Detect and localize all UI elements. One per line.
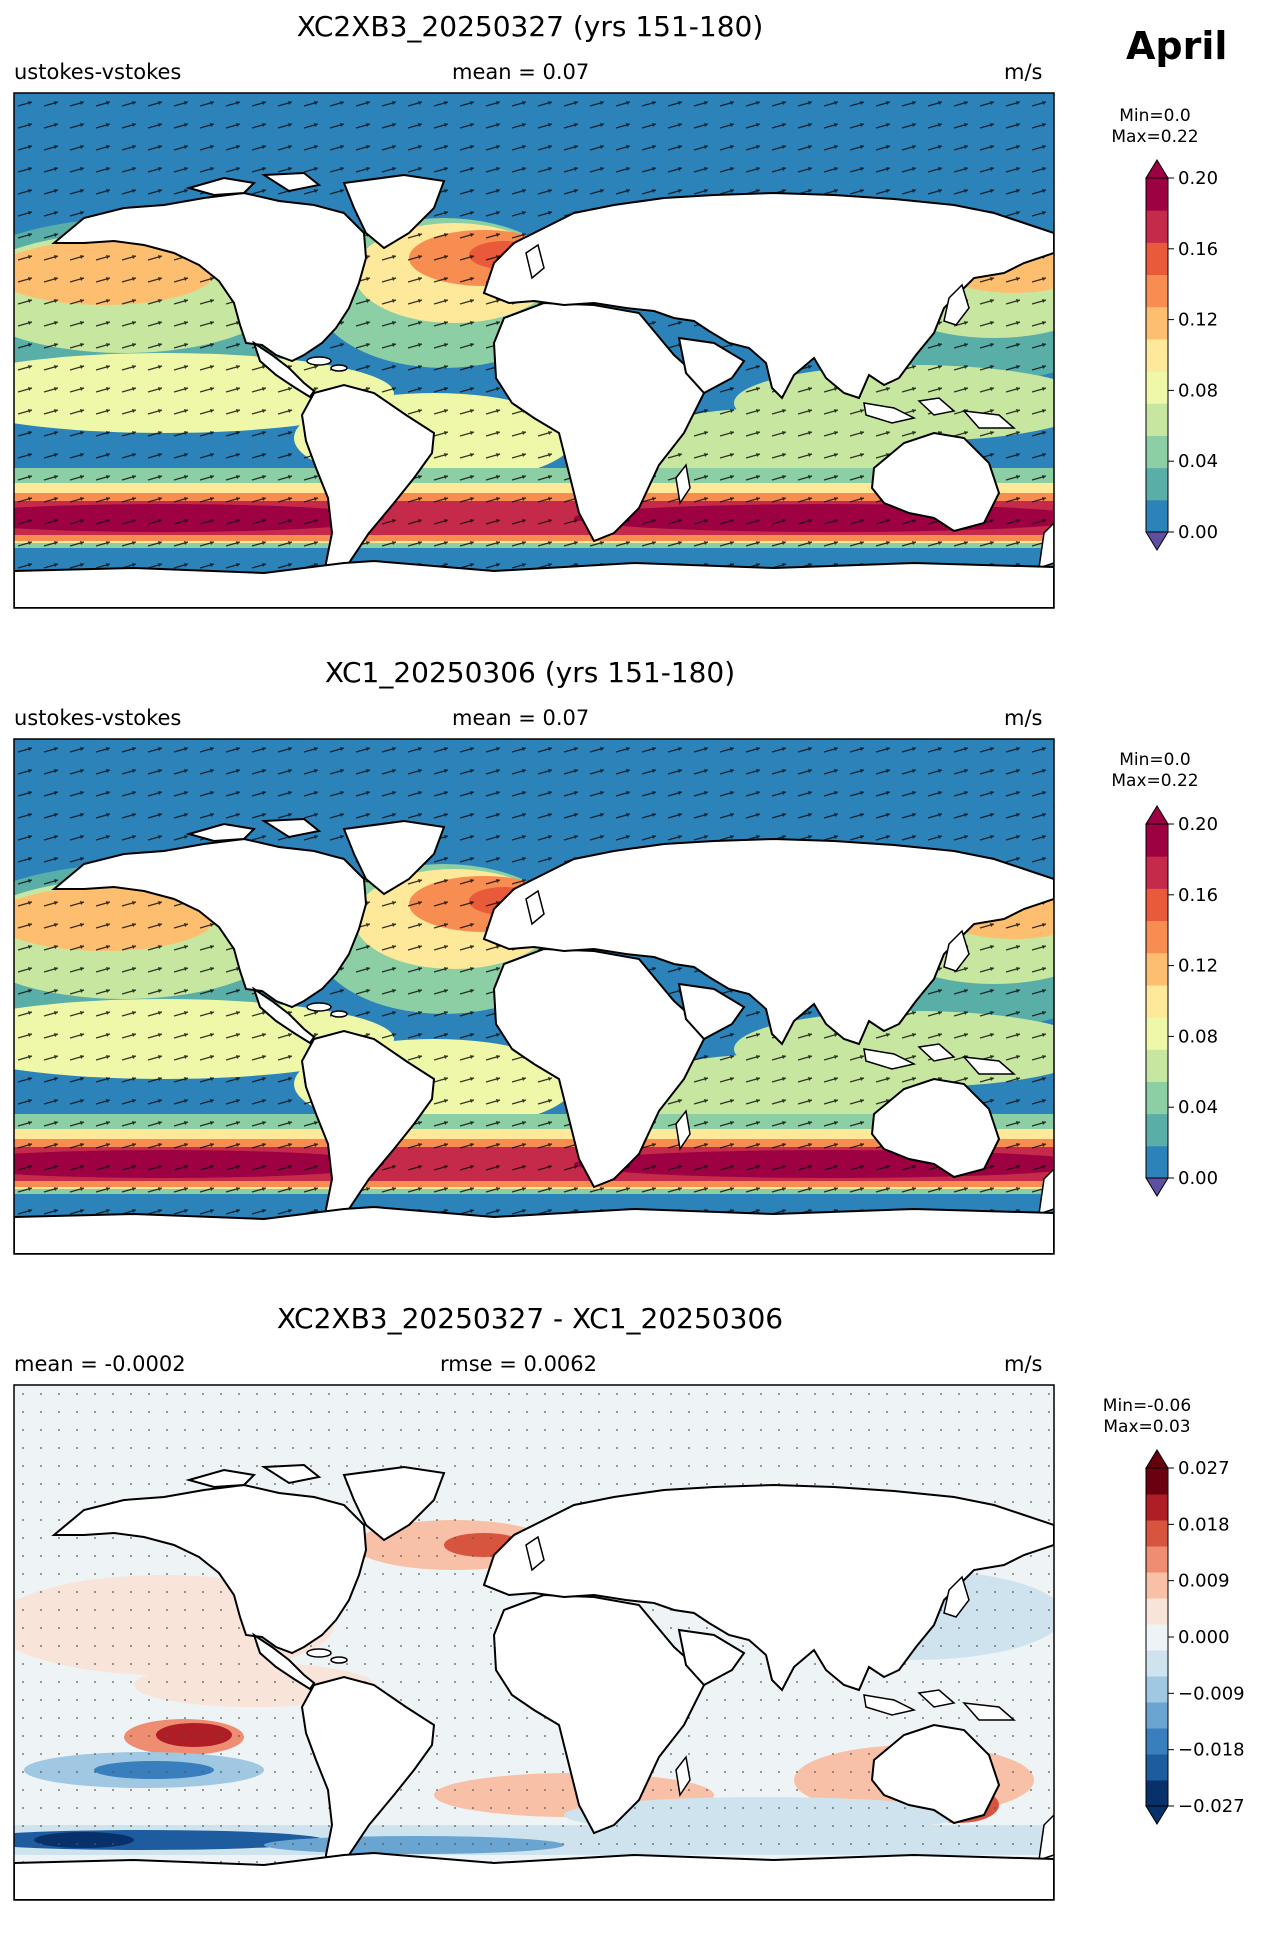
panel3-max-label: Max=0.03 (1103, 1417, 1191, 1437)
colorbar-segment (1146, 1702, 1168, 1729)
panel2-max-label: Max=0.22 (1111, 771, 1199, 791)
panel2-map (14, 739, 1054, 1254)
colorbar-segment (1146, 178, 1168, 211)
panel2-mean-label: mean = 0.07 (452, 706, 590, 730)
colorbar-tick-label: −0.018 (1178, 1740, 1245, 1761)
colorbar-segment (1146, 499, 1168, 533)
colorbar-segment (1146, 1676, 1168, 1703)
panel1-map (14, 93, 1054, 608)
panel2-variable-label: ustokes-vstokes (14, 706, 182, 730)
colorbar-segment (1146, 274, 1168, 308)
colorbar-segment (1146, 1650, 1168, 1677)
panel1-colorbar: 0.20 0.16 0.12 0.08 0.04 0.00 (1145, 159, 1218, 551)
colorbar-segment (1146, 856, 1168, 889)
colorbar-extend-low (1145, 1177, 1169, 1197)
colorbar-segment (1146, 1520, 1168, 1547)
colorbar-segment (1146, 824, 1168, 857)
panel1-mean-label: mean = 0.07 (452, 60, 590, 84)
panel3-title: XC2XB3_20250327 - XC1_20250306 (276, 1302, 784, 1335)
colorbar-tick-label: 0.08 (1178, 380, 1218, 401)
panel1-title: XC2XB3_20250327 (yrs 151-180) (296, 10, 764, 43)
colorbar-segment (1146, 984, 1168, 1018)
colorbar-tick-label: 0.018 (1178, 1514, 1230, 1535)
colorbar-extend-low (1145, 1805, 1169, 1825)
colorbar-tick-label: 0.00 (1178, 522, 1218, 543)
colorbar-tick-label: −0.009 (1178, 1683, 1245, 1704)
colorbar-segment (1146, 435, 1168, 469)
colorbar-segment (1146, 952, 1168, 986)
colorbar-segment (1146, 1598, 1168, 1625)
colorbar-tick-label: 0.16 (1178, 239, 1218, 260)
colorbar-tick-label: 0.009 (1178, 1571, 1230, 1592)
panel1-variable-label: ustokes-vstokes (14, 60, 182, 84)
colorbar-segment (1146, 1049, 1168, 1082)
colorbar-segment (1146, 1468, 1168, 1495)
colorbar-tick-label: 0.00 (1178, 1168, 1218, 1189)
panel2-frame (13, 738, 1055, 1255)
month-label: April (1126, 24, 1228, 68)
colorbar-segment (1146, 1494, 1168, 1521)
colorbar-segment (1146, 1081, 1168, 1115)
colorbar-segment (1146, 1546, 1168, 1573)
colorbar-tick-label: 0.12 (1178, 956, 1218, 977)
panel3-mean-label: mean = -0.0002 (14, 1352, 186, 1376)
panel2-title: XC1_20250306 (yrs 151-180) (324, 656, 736, 689)
colorbar-tick-label: 0.027 (1178, 1458, 1230, 1479)
colorbar-frame (1145, 177, 1169, 533)
panel1-max-label: Max=0.22 (1111, 127, 1199, 147)
colorbar-segment (1146, 242, 1168, 276)
colorbar-tick-label: 0.000 (1178, 1627, 1230, 1648)
colorbar-segment (1146, 338, 1168, 372)
colorbar-extend-high (1145, 1449, 1169, 1469)
panel1-frame (13, 92, 1055, 609)
colorbar-segment (1146, 403, 1168, 436)
panel2-colorbar: 0.20 0.16 0.12 0.08 0.04 0.00 (1145, 805, 1218, 1197)
panel3-frame (13, 1384, 1055, 1901)
colorbar-segment (1146, 1113, 1168, 1147)
colorbar-tick-label: 0.16 (1178, 885, 1218, 906)
colorbar-tick-label: 0.20 (1178, 814, 1218, 835)
colorbar-segment (1146, 1145, 1168, 1179)
colorbar-tick-label: 0.20 (1178, 168, 1218, 189)
colorbar-extend-low (1145, 531, 1169, 551)
panel3-colorbar: 0.027 0.018 0.009 0.000 −0.009 −0.018 −0.027 (1145, 1449, 1245, 1825)
colorbar-segment (1146, 467, 1168, 501)
colorbar-segment (1146, 1754, 1168, 1781)
colorbar-tick-label: −0.027 (1178, 1796, 1245, 1817)
colorbar-extend-high (1145, 805, 1169, 825)
colorbar-segment (1146, 1017, 1168, 1050)
colorbar-segment (1146, 1624, 1168, 1651)
colorbar-tick-label: 0.08 (1178, 1026, 1218, 1047)
colorbar-segment (1146, 371, 1168, 404)
colorbar-segment (1146, 1728, 1168, 1755)
panel2-min-label: Min=0.0 (1119, 750, 1191, 770)
panel3-units: m/s (1004, 1352, 1043, 1376)
colorbar-segment (1146, 210, 1168, 243)
panel3-map (14, 1385, 1054, 1900)
panel1-min-label: Min=0.0 (1119, 106, 1191, 126)
colorbar-tick-label: 0.12 (1178, 310, 1218, 331)
panel3-min-label: Min=-0.06 (1102, 1396, 1192, 1416)
colorbar-segment (1146, 1780, 1168, 1807)
colorbar-segment (1146, 1572, 1168, 1599)
colorbar-segment (1146, 306, 1168, 340)
colorbar-extend-high (1145, 159, 1169, 179)
colorbar-segment (1146, 920, 1168, 954)
colorbar-segment (1146, 888, 1168, 922)
panel1-units: m/s (1004, 60, 1043, 84)
panel3-rmse-label: rmse = 0.0062 (440, 1352, 598, 1376)
colorbar-tick-label: 0.04 (1178, 1097, 1218, 1118)
colorbar-frame (1145, 823, 1169, 1179)
panel2-units: m/s (1004, 706, 1043, 730)
colorbar-tick-label: 0.04 (1178, 451, 1218, 472)
